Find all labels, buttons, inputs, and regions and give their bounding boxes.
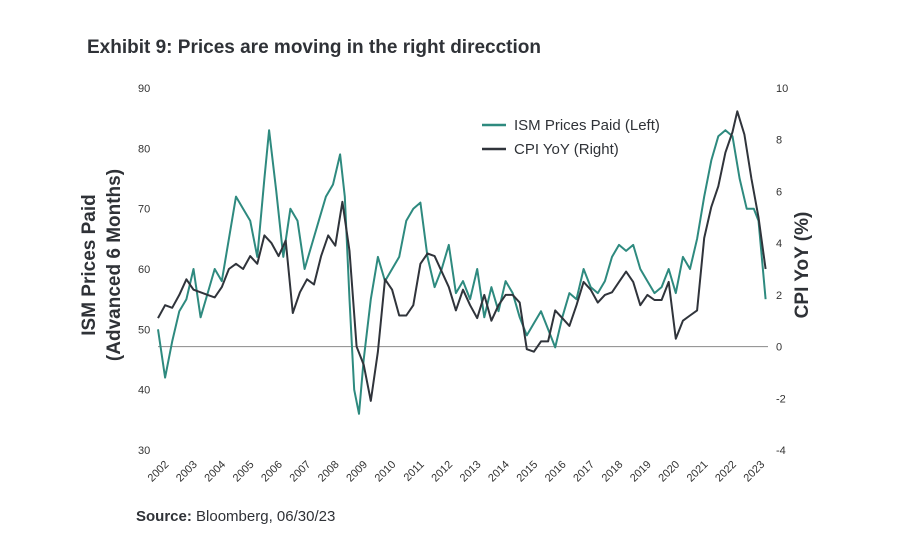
left-tick-label: 60 <box>138 264 150 276</box>
legend-label-ism: ISM Prices Paid (Left) <box>514 117 660 134</box>
left-tick-label: 50 <box>138 324 150 336</box>
right-tick-label: 0 <box>776 342 782 354</box>
x-tick-label: 2023 <box>741 459 767 485</box>
left-tick-label: 40 <box>138 385 150 397</box>
x-tick-label: 2013 <box>458 459 484 485</box>
ism-prices-paid-series-line <box>157 129 767 415</box>
x-tick-label: 2014 <box>486 459 512 485</box>
x-tick-label: 2015 <box>515 459 541 485</box>
left-axis-ticks: 90 80 70 60 50 40 30 <box>138 83 150 457</box>
legend: ISM Prices Paid (Left) CPI YoY (Right) <box>482 117 660 158</box>
cpi-yoy-series-line <box>157 110 767 402</box>
left-axis-title-line-1: ISM Prices Paid <box>79 194 100 336</box>
chart-title: Exhibit 9: Prices are moving in the righ… <box>87 37 541 58</box>
x-tick-label: 2007 <box>288 459 314 485</box>
x-axis-ticks: 2002 2003 2004 2005 2006 2007 2008 2009 2010 2011… <box>146 459 768 485</box>
source-text: Bloomberg, 06/30/23 <box>191 508 336 525</box>
x-tick-label: 2017 <box>571 459 597 485</box>
x-tick-label: 2002 <box>146 459 172 485</box>
source-label: Source: <box>136 508 192 525</box>
right-tick-label: 10 <box>776 83 788 95</box>
left-tick-label: 30 <box>138 445 150 457</box>
right-tick-label: -2 <box>776 393 786 405</box>
x-tick-label: 2010 <box>373 459 399 485</box>
right-axis-ticks: 10 8 6 4 2 0 -2 -4 <box>776 83 788 457</box>
x-tick-label: 2019 <box>628 459 654 485</box>
right-tick-label: 4 <box>776 238 782 250</box>
left-tick-label: 80 <box>138 143 150 155</box>
x-tick-label: 2003 <box>174 459 200 485</box>
right-tick-label: -4 <box>776 445 786 457</box>
x-tick-label: 2004 <box>202 459 228 485</box>
right-tick-label: 6 <box>776 186 782 198</box>
x-tick-label: 2018 <box>600 459 626 485</box>
legend-label-cpi: CPI YoY (Right) <box>514 141 619 158</box>
left-tick-label: 90 <box>138 83 150 95</box>
x-tick-label: 2006 <box>259 459 285 485</box>
left-tick-label: 70 <box>138 204 150 216</box>
left-axis-title-line-2: (Advanced 6 Months) <box>104 169 125 361</box>
x-tick-label: 2005 <box>231 459 257 485</box>
right-axis-title: CPI YoY (%) <box>792 212 813 319</box>
x-tick-label: 2009 <box>344 459 370 485</box>
right-tick-label: 8 <box>776 135 782 147</box>
x-tick-label: 2016 <box>543 459 569 485</box>
x-tick-label: 2012 <box>429 459 455 485</box>
source-note: Source: Bloomberg, 06/30/23 <box>136 508 335 525</box>
x-tick-label: 2020 <box>656 459 682 485</box>
x-tick-label: 2011 <box>402 459 427 484</box>
right-tick-label: 2 <box>776 290 782 302</box>
x-tick-label: 2008 <box>316 459 342 485</box>
x-tick-label: 2021 <box>685 459 711 485</box>
x-tick-label: 2022 <box>713 459 739 485</box>
